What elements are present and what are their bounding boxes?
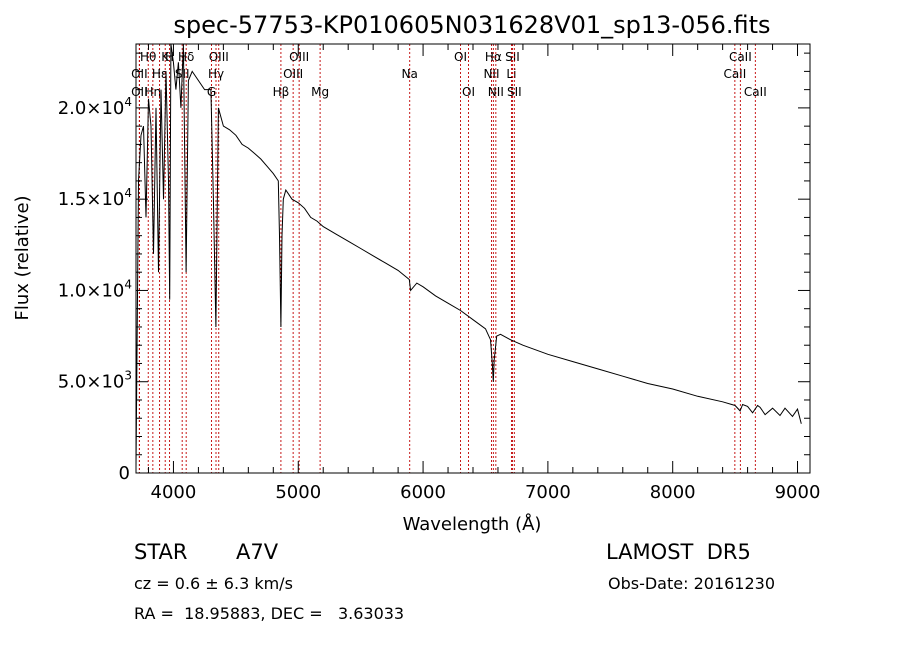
spectral-subclass: A7V: [236, 540, 279, 564]
chart-title: spec-57753-KP010605N031628V01_sp13-056.f…: [173, 11, 770, 39]
line-marker-label: CaII: [744, 85, 767, 99]
line-marker-label: K: [161, 50, 170, 64]
spectrum-line: [135, 43, 802, 468]
y-tick-label: 1.5×104: [58, 186, 132, 210]
line-marker-label: OIII: [283, 67, 303, 81]
x-tick-label: 5000: [275, 482, 321, 503]
x-tick-label: 4000: [151, 482, 197, 503]
coordinates: RA = 18.95883, DEC = 3.63033: [134, 604, 405, 623]
line-marker-label: Na: [402, 67, 418, 81]
line-marker-label: Hα: [485, 50, 502, 64]
x-tick-label: 8000: [650, 482, 696, 503]
line-marker-label: OIII: [289, 50, 309, 64]
y-tick-label: 5.0×103: [58, 369, 132, 393]
observation-date: Obs-Date: 20161230: [608, 574, 776, 593]
line-marker-label: Hθ: [140, 50, 156, 64]
line-marker-label: Hβ: [273, 85, 290, 99]
survey-name: LAMOST DR5: [606, 540, 751, 564]
line-marker-label: CaII: [723, 67, 746, 81]
plot-frame: [135, 43, 811, 474]
y-tick-label: 2.0×104: [58, 95, 132, 119]
line-marker-label: SII: [507, 85, 522, 99]
x-axis-label: Wavelength (Å): [403, 513, 542, 535]
line-marker-label: OII: [131, 85, 148, 99]
line-marker-label: CaII: [729, 50, 752, 64]
line-marker-label: SII: [505, 50, 520, 64]
line-marker-label: Hγ: [208, 67, 224, 81]
line-marker-label: Hδ: [178, 50, 194, 64]
line-marker-label: Mg: [311, 85, 329, 99]
line-marker-label: OIII: [209, 50, 229, 64]
x-tick-label: 7000: [525, 482, 571, 503]
y-tick-label: 1.0×104: [58, 277, 132, 301]
line-marker-label: Li: [506, 67, 516, 81]
x-tick-label: 6000: [400, 482, 446, 503]
x-tick-label: 9000: [775, 482, 821, 503]
line-marker-label: H: [165, 50, 174, 64]
line-marker-label: Hη: [145, 85, 162, 99]
line-marker-label: NII: [483, 67, 499, 81]
line-marker-label: OI: [462, 85, 475, 99]
redshift-cz: cz = 0.6 ± 6.3 km/s: [134, 574, 293, 593]
line-marker-label: Hε: [152, 67, 168, 81]
line-marker-label: NII: [488, 85, 504, 99]
axis-ticks: 4000 5000 6000 7000 8000 9000 0 5.0×103 1.0×104 1…: [58, 44, 821, 503]
line-marker-label: OI: [454, 50, 467, 64]
y-axis-label: Flux (relative): [12, 195, 33, 320]
y-tick-label: 0: [119, 463, 130, 484]
object-class: STAR: [134, 540, 188, 564]
line-marker-label: G: [207, 85, 216, 99]
